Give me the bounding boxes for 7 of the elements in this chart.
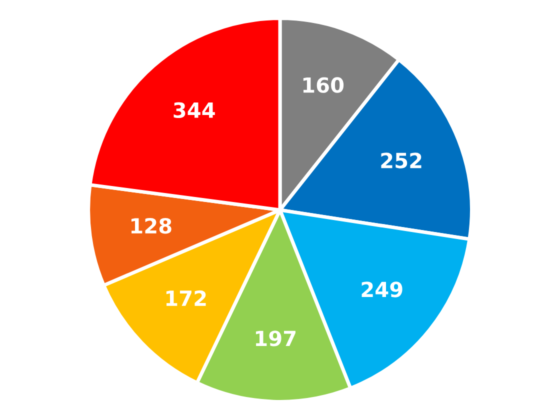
data-label: 249 (362, 282, 402, 298)
data-label: 128 (131, 218, 172, 234)
data-label: 172 (166, 290, 206, 306)
data-label: 160 (303, 77, 344, 93)
data-label: 252 (381, 152, 422, 168)
data-label: 197 (256, 330, 296, 346)
data-label: 344 (174, 102, 215, 118)
